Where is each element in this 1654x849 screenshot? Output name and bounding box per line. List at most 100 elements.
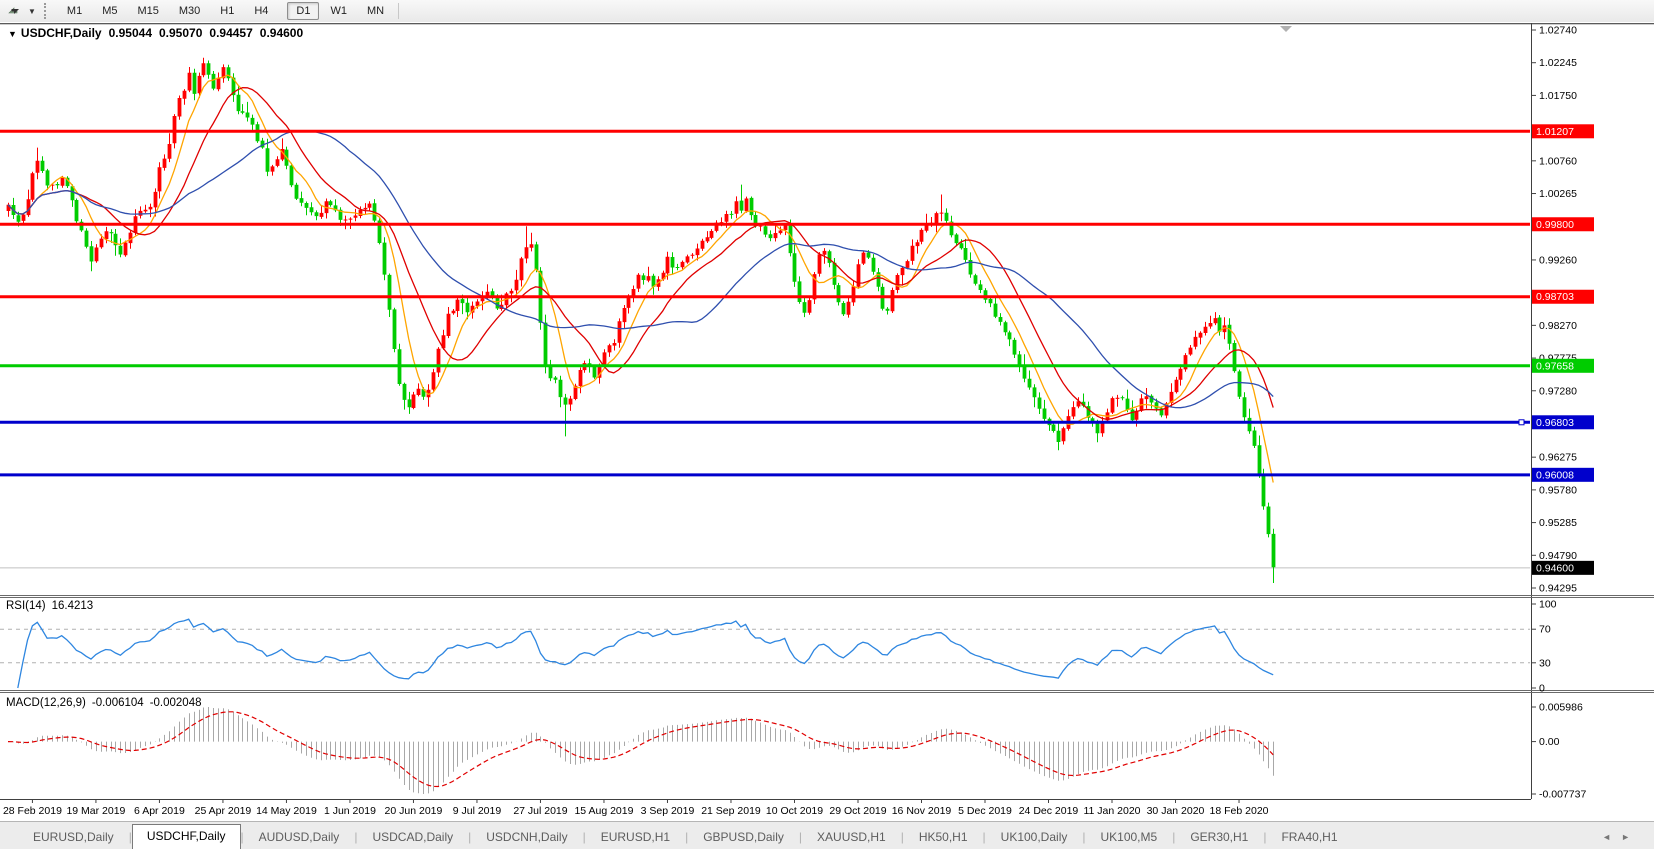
chart-tab-bar: EURUSD,Daily | USDCHF,Daily | AUDUSD,Daily | U… <box>0 821 1654 849</box>
rsi-line <box>17 618 1274 689</box>
macd-readout: MACD(12,26,9) -0.006104 -0.002048 <box>6 697 207 709</box>
tab-separator: | <box>1082 830 1086 844</box>
current-price-box <box>1532 560 1594 575</box>
tab-separator: | <box>582 830 586 844</box>
price-tick-label: 1.01750 <box>1539 90 1577 102</box>
timeframe-buttons: M1 M5 M15 M30 H1 H4 D1 W1 MN <box>57 2 394 20</box>
tf-button-w1[interactable]: W1 <box>330 5 347 17</box>
level-box <box>1532 217 1594 232</box>
chart-shift-marker-icon[interactable] <box>1280 26 1292 32</box>
level-label: 0.96008 <box>1536 469 1574 481</box>
date-label: 25 Apr 2019 <box>195 805 252 817</box>
date-label: 3 Sep 2019 <box>641 805 695 817</box>
date-label: 20 Jun 2019 <box>385 805 443 817</box>
level-box <box>1532 467 1594 482</box>
tab-separator: | <box>1263 830 1267 844</box>
tab-separator: | <box>128 830 132 844</box>
tab-separator: | <box>240 830 244 844</box>
level-label: 1.01207 <box>1536 126 1574 138</box>
level-label: 0.96803 <box>1536 417 1574 429</box>
tab-hk50-h1[interactable]: HK50,H1 <box>918 830 968 844</box>
toolbar-separator <box>398 3 400 19</box>
tab-xauusd-h1[interactable]: XAUUSD,H1 <box>817 830 886 844</box>
toolbar-grip[interactable] <box>43 3 51 19</box>
level-box <box>1532 415 1594 430</box>
date-label: 27 Jul 2019 <box>513 805 567 817</box>
tab-separator: | <box>900 830 904 844</box>
tab-eurusd-h1[interactable]: EURUSD,H1 <box>600 830 671 844</box>
rsi-value: 16.4213 <box>51 600 94 612</box>
tab-uk100-m5[interactable]: UK100,M5 <box>1100 830 1158 844</box>
rsi-readout: RSI(14) 16.4213 <box>6 600 99 612</box>
tab-separator: | <box>982 830 986 844</box>
tf-button-m30[interactable]: M30 <box>178 5 201 17</box>
rsi-name: RSI(14) <box>6 600 46 612</box>
price-tick-label: 0.98270 <box>1539 320 1577 332</box>
tab-usdchf-daily[interactable]: USDCHF,Daily <box>131 824 241 849</box>
date-label: 24 Dec 2019 <box>1019 805 1079 817</box>
tf-button-h4[interactable]: H4 <box>254 5 269 17</box>
tab-eurusd-daily[interactable]: EURUSD,Daily <box>33 830 114 844</box>
macd-name: MACD(12,26,9) <box>6 697 86 709</box>
date-label: 30 Jan 2020 <box>1147 805 1205 817</box>
price-tick-label: 0.94790 <box>1539 550 1577 562</box>
price-tick-label: 0.94295 <box>1539 583 1577 595</box>
tf-button-m5[interactable]: M5 <box>102 5 118 17</box>
ohlc-low: 0.94457 <box>209 26 253 40</box>
tab-fra40-h1[interactable]: FRA40,H1 <box>1281 830 1338 844</box>
date-label: 10 Oct 2019 <box>766 805 823 817</box>
level-selection-handle[interactable] <box>1518 419 1525 426</box>
price-tick-label: 0.99260 <box>1539 254 1577 266</box>
level-box <box>1532 289 1594 304</box>
chevron-down-icon[interactable]: ▼ <box>28 6 36 16</box>
ohlc-close: 0.94600 <box>259 26 304 40</box>
current-price-label: 0.94600 <box>1536 562 1574 574</box>
ma-fast-line <box>7 74 1274 483</box>
level-box <box>1532 358 1594 373</box>
tf-button-mn[interactable]: MN <box>366 5 385 17</box>
macd-main-value: -0.006104 <box>91 697 144 709</box>
rsi-tick-label: 0 <box>1539 683 1545 695</box>
chart-arrows-icon[interactable] <box>4 2 24 20</box>
date-label: 9 Jul 2019 <box>453 805 502 817</box>
tab-usdcnh-daily[interactable]: USDCNH,Daily <box>486 830 568 844</box>
macd-tick-label: 0.005986 <box>1539 702 1583 714</box>
date-label: 5 Dec 2019 <box>958 805 1012 817</box>
collapse-triangle-icon[interactable]: ▼ <box>8 29 17 39</box>
tf-button-m1[interactable]: M1 <box>66 5 83 17</box>
tab-gbpusd-daily[interactable]: GBPUSD,Daily <box>703 830 784 844</box>
date-label: 21 Sep 2019 <box>701 805 761 817</box>
tab-ger30-h1[interactable]: GER30,H1 <box>1190 830 1249 844</box>
tab-scroll-arrows[interactable]: ◄► <box>1602 832 1640 849</box>
date-label: 15 Aug 2019 <box>574 805 633 817</box>
tf-button-h1[interactable]: H1 <box>220 5 235 17</box>
price-tick-label: 0.96275 <box>1539 452 1577 464</box>
price-tick-label: 1.02740 <box>1539 25 1577 37</box>
ohlc-open: 0.95044 <box>108 26 152 40</box>
date-label: 14 May 2019 <box>256 805 317 817</box>
level-label: 0.97658 <box>1536 360 1574 372</box>
tab-separator: | <box>468 830 472 844</box>
macd-signal-value: -0.002048 <box>149 697 202 709</box>
tab-separator: | <box>798 830 803 844</box>
level-box <box>1532 124 1594 139</box>
date-label: 28 Feb 2019 <box>3 805 62 817</box>
date-label: 11 Jan 2020 <box>1083 805 1140 817</box>
tab-separator: | <box>354 830 358 844</box>
ma-medium-line <box>7 87 1274 421</box>
chart-symbol-label: USDCHF,Daily <box>20 26 102 40</box>
tab-scroll-left-icon: ◄ <box>1602 832 1622 842</box>
date-label: 16 Nov 2019 <box>892 805 952 817</box>
tab-audusd-daily[interactable]: AUDUSD,Daily <box>258 830 340 844</box>
macd-tick-label: -0.007737 <box>1539 789 1586 801</box>
tab-separator: | <box>1172 830 1176 844</box>
tab-uk100-daily[interactable]: UK100,Daily <box>1000 830 1068 844</box>
ma-slow-line <box>7 130 1274 409</box>
tf-button-m15[interactable]: M15 <box>137 5 159 17</box>
date-label: 19 Mar 2019 <box>66 805 125 817</box>
tf-button-d1[interactable]: D1 <box>287 2 320 20</box>
tab-usdcad-daily[interactable]: USDCAD,Daily <box>372 830 454 844</box>
macd-tick-label: 0.00 <box>1539 736 1560 748</box>
